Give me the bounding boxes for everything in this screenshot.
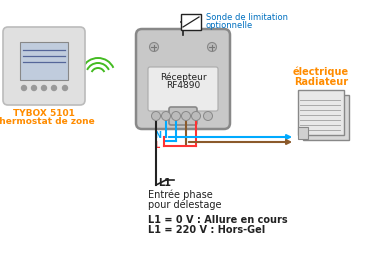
Circle shape bbox=[31, 86, 37, 90]
Circle shape bbox=[162, 112, 171, 120]
Text: optionnelle: optionnelle bbox=[206, 22, 253, 30]
Text: électrique: électrique bbox=[293, 67, 349, 77]
Text: pour délestage: pour délestage bbox=[148, 200, 221, 210]
Circle shape bbox=[150, 42, 159, 52]
Circle shape bbox=[203, 112, 212, 120]
FancyBboxPatch shape bbox=[148, 67, 218, 111]
Text: L1: L1 bbox=[158, 178, 171, 188]
Text: L1 = 220 V : Hors-Gel: L1 = 220 V : Hors-Gel bbox=[148, 225, 265, 235]
Text: TYBOX 5101: TYBOX 5101 bbox=[13, 108, 75, 118]
Circle shape bbox=[62, 86, 67, 90]
Text: Entrée phase: Entrée phase bbox=[148, 190, 213, 200]
Bar bbox=[20, 42, 68, 80]
Circle shape bbox=[172, 112, 181, 120]
Text: N: N bbox=[154, 132, 161, 140]
Text: Récepteur: Récepteur bbox=[160, 72, 206, 82]
Circle shape bbox=[191, 112, 200, 120]
Bar bbox=[298, 90, 344, 135]
Text: L1 = 0 V : Allure en cours: L1 = 0 V : Allure en cours bbox=[148, 215, 288, 225]
Bar bbox=[298, 127, 308, 139]
Text: Sonde de limitation: Sonde de limitation bbox=[206, 12, 288, 22]
FancyBboxPatch shape bbox=[136, 29, 230, 129]
Circle shape bbox=[21, 86, 27, 90]
Circle shape bbox=[181, 112, 190, 120]
Bar bbox=[181, 14, 201, 30]
Text: Radiateur: Radiateur bbox=[294, 77, 348, 87]
Circle shape bbox=[151, 112, 160, 120]
Circle shape bbox=[42, 86, 46, 90]
Circle shape bbox=[208, 42, 217, 52]
Text: RF4890: RF4890 bbox=[166, 82, 200, 90]
Bar bbox=[303, 95, 349, 140]
FancyBboxPatch shape bbox=[3, 27, 85, 105]
FancyBboxPatch shape bbox=[169, 107, 197, 125]
Circle shape bbox=[52, 86, 56, 90]
Text: L: L bbox=[154, 140, 159, 150]
Text: Thermostat de zone: Thermostat de zone bbox=[0, 118, 95, 126]
